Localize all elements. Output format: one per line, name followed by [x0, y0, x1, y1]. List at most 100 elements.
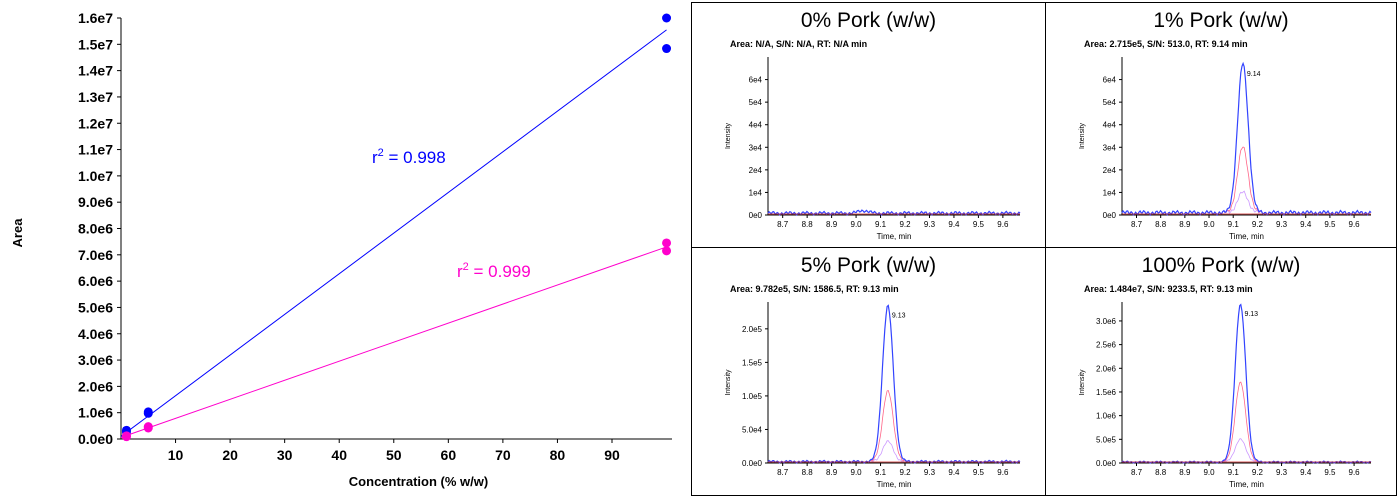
y-tick-label: 3e4 — [1103, 143, 1117, 152]
panel-title: 1% Pork (w/w) — [1153, 9, 1289, 32]
y-tick-label: 6e4 — [749, 76, 763, 85]
y-tick-label: 5.0e5 — [1096, 435, 1117, 444]
y-tick-label: 4e4 — [749, 121, 763, 130]
x-tick-label: 90 — [604, 447, 620, 463]
y-tick-label: 5.0e6 — [78, 299, 113, 315]
x-tick-label: 8.8 — [802, 468, 814, 477]
x-tick-label: 9.1 — [1228, 220, 1240, 229]
peak-info: Area: 2.715e5, S/N: 513.0, RT: 9.14 min — [1084, 39, 1248, 49]
calibration-chart: 0.0e0 1.0e6 2.0e6 3.0e6 4.0e6 5.0e6 6.0e6 7.0e6… — [10, 10, 672, 489]
x-tick-label: 8.9 — [826, 468, 838, 477]
data-point — [121, 431, 131, 441]
x-tick-label: 9.1 — [875, 468, 887, 477]
data-point — [662, 13, 672, 23]
x-tick-label: 9.6 — [1349, 220, 1361, 229]
fit-line — [120, 246, 667, 438]
x-tick-label: 80 — [550, 447, 566, 463]
x-tick-label: 8.8 — [1155, 468, 1167, 477]
y-tick-label: 9.0e6 — [78, 194, 113, 210]
x-tick-label: 9.0 — [851, 468, 863, 477]
y-tick-label: 2e4 — [749, 166, 763, 175]
x-axis-title: Time, min — [1229, 232, 1264, 241]
x-tick-label: 9.0 — [851, 220, 863, 229]
y-tick-label: 0e0 — [1103, 211, 1117, 220]
fit-line — [120, 29, 667, 437]
panel-title: 5% Pork (w/w) — [800, 254, 937, 277]
data-point — [662, 246, 672, 256]
x-tick-label: 40 — [331, 447, 347, 463]
x-tick-label: 9.5 — [973, 468, 985, 477]
x-tick-label: 9.2 — [899, 220, 911, 229]
x-tick-label: 70 — [495, 447, 511, 463]
x-tick-label: 9.3 — [1276, 468, 1288, 477]
x-tick-label: 9.3 — [924, 220, 936, 229]
y-tick-label: 6.0e6 — [78, 273, 113, 289]
chromatogram-trace — [1121, 303, 1372, 464]
x-tick-label: 10 — [168, 447, 184, 463]
x-tick-label: 9.2 — [1252, 468, 1264, 477]
y-axis-title: Intensity — [1079, 122, 1086, 149]
y-tick-label: 1.0e7 — [78, 168, 113, 184]
y-tick-label: 1.1e7 — [78, 142, 113, 158]
y-tick-label: 3.0e6 — [1096, 317, 1117, 326]
y-axis-title: Area — [10, 218, 25, 248]
y-axis-title: Intensity — [725, 122, 732, 149]
y-axis-title: Intensity — [1079, 369, 1086, 396]
y-tick-label: 2.5e6 — [1096, 341, 1117, 350]
chromatogram-panel-1pct: 1% Pork (w/w) Area: 2.715e5, S/N: 513.0,… — [1045, 2, 1397, 248]
y-tick-label: 5e4 — [749, 98, 763, 107]
x-tick-label: 8.7 — [1131, 220, 1143, 229]
y-tick-label: 6e4 — [1103, 76, 1117, 85]
y-tick-label: 1.0e6 — [1096, 412, 1117, 421]
x-tick-label: 9.5 — [1324, 468, 1336, 477]
y-tick-label: 1.5e7 — [78, 36, 113, 52]
data-point — [662, 44, 672, 54]
y-tick-label: 2.0e6 — [78, 378, 113, 394]
y-tick-label: 4.0e6 — [78, 326, 113, 342]
y-tick-label: 2.0e5 — [742, 325, 763, 334]
y-tick-label: 8.0e6 — [78, 221, 113, 237]
x-tick-label: 9.6 — [997, 468, 1009, 477]
x-tick-label: 9.1 — [1228, 468, 1240, 477]
x-tick-label: 9.0 — [1203, 220, 1215, 229]
peak-info: Area: 9.782e5, S/N: 1586.5, RT: 9.13 min — [730, 284, 899, 294]
x-tick-label: 9.4 — [1300, 220, 1312, 229]
chromatogram-plot: 0.0e0 5.0e5 1.0e6 1.5e6 2.0e6 2.5e6 3.0e6 8.7 8.… — [1079, 302, 1372, 489]
y-tick-label: 0.0e0 — [1096, 459, 1117, 468]
data-point — [662, 238, 672, 248]
x-tick-label: 8.7 — [777, 468, 789, 477]
x-tick-label: 9.4 — [948, 220, 960, 229]
chromatogram-trace — [767, 440, 1021, 464]
x-axis-title: Concentration (% w/w) — [349, 474, 488, 489]
chromatogram-panel-5pct: 5% Pork (w/w) Area: 9.782e5, S/N: 1586.5… — [691, 247, 1046, 496]
y-tick-label: 3e4 — [749, 143, 763, 152]
x-tick-label: 9.6 — [1349, 468, 1361, 477]
peak-rt-label: 9.14 — [1247, 71, 1261, 78]
y-tick-label: 3.0e6 — [78, 352, 113, 368]
y-tick-label: 1e4 — [1103, 188, 1117, 197]
y-tick-label: 1.0e6 — [78, 405, 113, 421]
chromatogram-plot: 0e0 1e4 2e4 3e4 4e4 5e4 6e4 8.7 8.8 8.9 9.0 9.1 9.2 9… — [725, 57, 1021, 241]
peak-info: Area: 1.484e7, S/N: 9233.5, RT: 9.13 min — [1084, 284, 1253, 294]
chromatogram-panel-100pct: 100% Pork (w/w) Area: 1.484e7, S/N: 9233… — [1045, 247, 1397, 496]
y-tick-label: 4e4 — [1103, 121, 1117, 130]
x-tick-label: 9.2 — [1252, 220, 1264, 229]
x-tick-label: 9.5 — [1324, 220, 1336, 229]
x-tick-label: 9.4 — [1300, 468, 1312, 477]
x-tick-label: 9.1 — [875, 220, 887, 229]
chromatogram-plot: 0e0 1e4 2e4 3e4 4e4 5e4 6e4 8.7 8.8 8.9 9.0 9.1 9.2 9… — [1079, 57, 1372, 241]
r-squared-annotation: r2 = 0.999 — [457, 261, 531, 281]
x-tick-label: 8.8 — [802, 220, 814, 229]
chromatogram-trace — [767, 304, 1021, 464]
chromatogram-plot: 0.0e0 5.0e4 1.0e5 1.5e5 2.0e5 8.7 8.8 8.9 9.0 9.1… — [725, 302, 1021, 489]
x-tick-label: 20 — [222, 447, 238, 463]
y-tick-label: 1e4 — [749, 188, 763, 197]
x-tick-label: 50 — [386, 447, 402, 463]
x-tick-label: 8.7 — [1131, 468, 1143, 477]
r-squared-annotation: r2 = 0.998 — [372, 147, 446, 167]
x-axis-title: Time, min — [877, 232, 912, 241]
chromatogram-trace — [1121, 146, 1372, 216]
y-tick-label: 2.0e6 — [1096, 364, 1117, 373]
y-tick-label: 1.3e7 — [78, 89, 113, 105]
peak-rt-label: 9.13 — [1244, 311, 1258, 318]
